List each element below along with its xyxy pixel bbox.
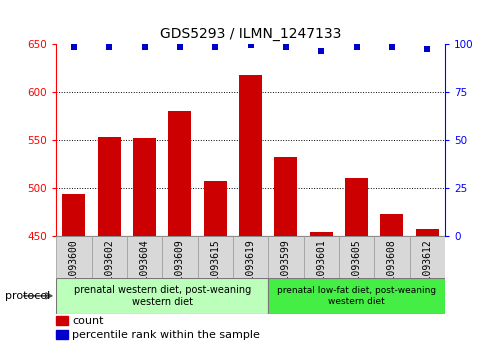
Text: GSM1093608: GSM1093608	[386, 239, 396, 298]
FancyBboxPatch shape	[127, 236, 162, 278]
Point	[423, 46, 430, 52]
FancyBboxPatch shape	[56, 236, 91, 278]
FancyBboxPatch shape	[91, 236, 127, 278]
FancyBboxPatch shape	[373, 236, 409, 278]
Bar	[62, 193, 85, 236]
Bar	[98, 137, 121, 236]
Bar	[203, 181, 226, 236]
Text: prenatal western diet, post-weaning
western diet: prenatal western diet, post-weaning west…	[74, 285, 250, 307]
Bar	[133, 138, 156, 236]
Point	[70, 45, 78, 50]
Title: GDS5293 / ILMN_1247133: GDS5293 / ILMN_1247133	[160, 27, 341, 41]
Bar	[380, 214, 403, 236]
Bar	[274, 157, 297, 236]
FancyBboxPatch shape	[56, 278, 268, 314]
FancyBboxPatch shape	[338, 236, 373, 278]
Text: GSM1093615: GSM1093615	[210, 239, 220, 298]
Point	[141, 45, 148, 50]
Text: GSM1093604: GSM1093604	[139, 239, 149, 298]
Text: GSM1093605: GSM1093605	[351, 239, 361, 298]
FancyBboxPatch shape	[162, 236, 197, 278]
FancyBboxPatch shape	[303, 236, 338, 278]
FancyBboxPatch shape	[268, 236, 303, 278]
Bar	[239, 75, 262, 236]
Text: percentile rank within the sample: percentile rank within the sample	[72, 330, 260, 340]
Text: protocol: protocol	[5, 291, 50, 301]
Text: GSM1093619: GSM1093619	[245, 239, 255, 298]
Point	[105, 45, 113, 50]
Point	[387, 45, 395, 50]
Text: GSM1093600: GSM1093600	[69, 239, 79, 298]
Bar	[309, 232, 332, 236]
Point	[282, 45, 289, 50]
Bar	[168, 111, 191, 236]
FancyBboxPatch shape	[197, 236, 232, 278]
Text: GSM1093601: GSM1093601	[316, 239, 325, 298]
Point	[352, 45, 360, 50]
FancyBboxPatch shape	[232, 236, 268, 278]
Point	[317, 48, 325, 54]
Text: GSM1093609: GSM1093609	[175, 239, 184, 298]
Point	[246, 42, 254, 48]
Text: GSM1093599: GSM1093599	[281, 239, 290, 298]
Text: prenatal low-fat diet, post-weaning
western diet: prenatal low-fat diet, post-weaning west…	[277, 286, 435, 306]
Point	[211, 45, 219, 50]
FancyBboxPatch shape	[409, 236, 444, 278]
Text: GSM1093602: GSM1093602	[104, 239, 114, 298]
Bar	[345, 178, 367, 236]
Point	[176, 45, 183, 50]
Text: count: count	[72, 315, 103, 326]
Bar	[415, 229, 438, 236]
FancyBboxPatch shape	[268, 278, 444, 314]
Text: GSM1093612: GSM1093612	[422, 239, 431, 298]
